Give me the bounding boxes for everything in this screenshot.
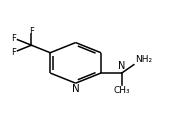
Text: N: N: [72, 84, 80, 94]
Text: F: F: [12, 34, 16, 43]
Text: CH₃: CH₃: [113, 86, 130, 95]
Text: F: F: [29, 27, 34, 36]
Text: F: F: [12, 48, 16, 57]
Text: N: N: [118, 61, 125, 71]
Text: NH₂: NH₂: [135, 55, 152, 64]
